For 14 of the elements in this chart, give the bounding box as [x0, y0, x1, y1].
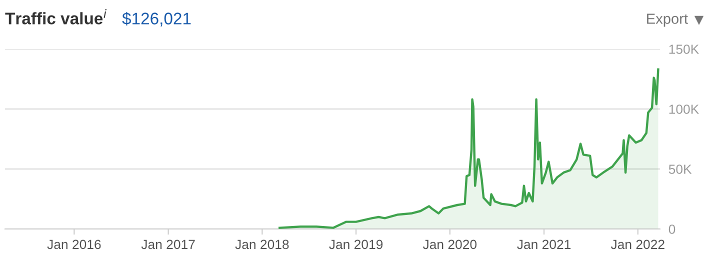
- y-tick-label: 50K: [668, 164, 692, 174]
- x-tick-label: Jan 2018: [235, 240, 289, 250]
- y-tick-label: 150K: [669, 44, 699, 54]
- chart-title: Traffic value$^{i}$: [5, 8, 107, 24]
- x-tick-label: Jan 2022: [610, 240, 664, 250]
- y-tick-label: 100K: [669, 104, 699, 114]
- x-tick-label: Jan 2016: [47, 240, 101, 250]
- x-tick-label: Jan 2017: [141, 240, 195, 250]
- text: Export: [647, 14, 688, 27]
- chart-subtitle: $126,021: [122, 12, 191, 26]
- x-tick-label: Jan 2019: [329, 240, 383, 250]
- x-tick-label: Jan 2021: [517, 240, 571, 250]
- y-tick-label: 0: [668, 224, 676, 234]
- x-tick-label: Jan 2020: [422, 240, 477, 250]
